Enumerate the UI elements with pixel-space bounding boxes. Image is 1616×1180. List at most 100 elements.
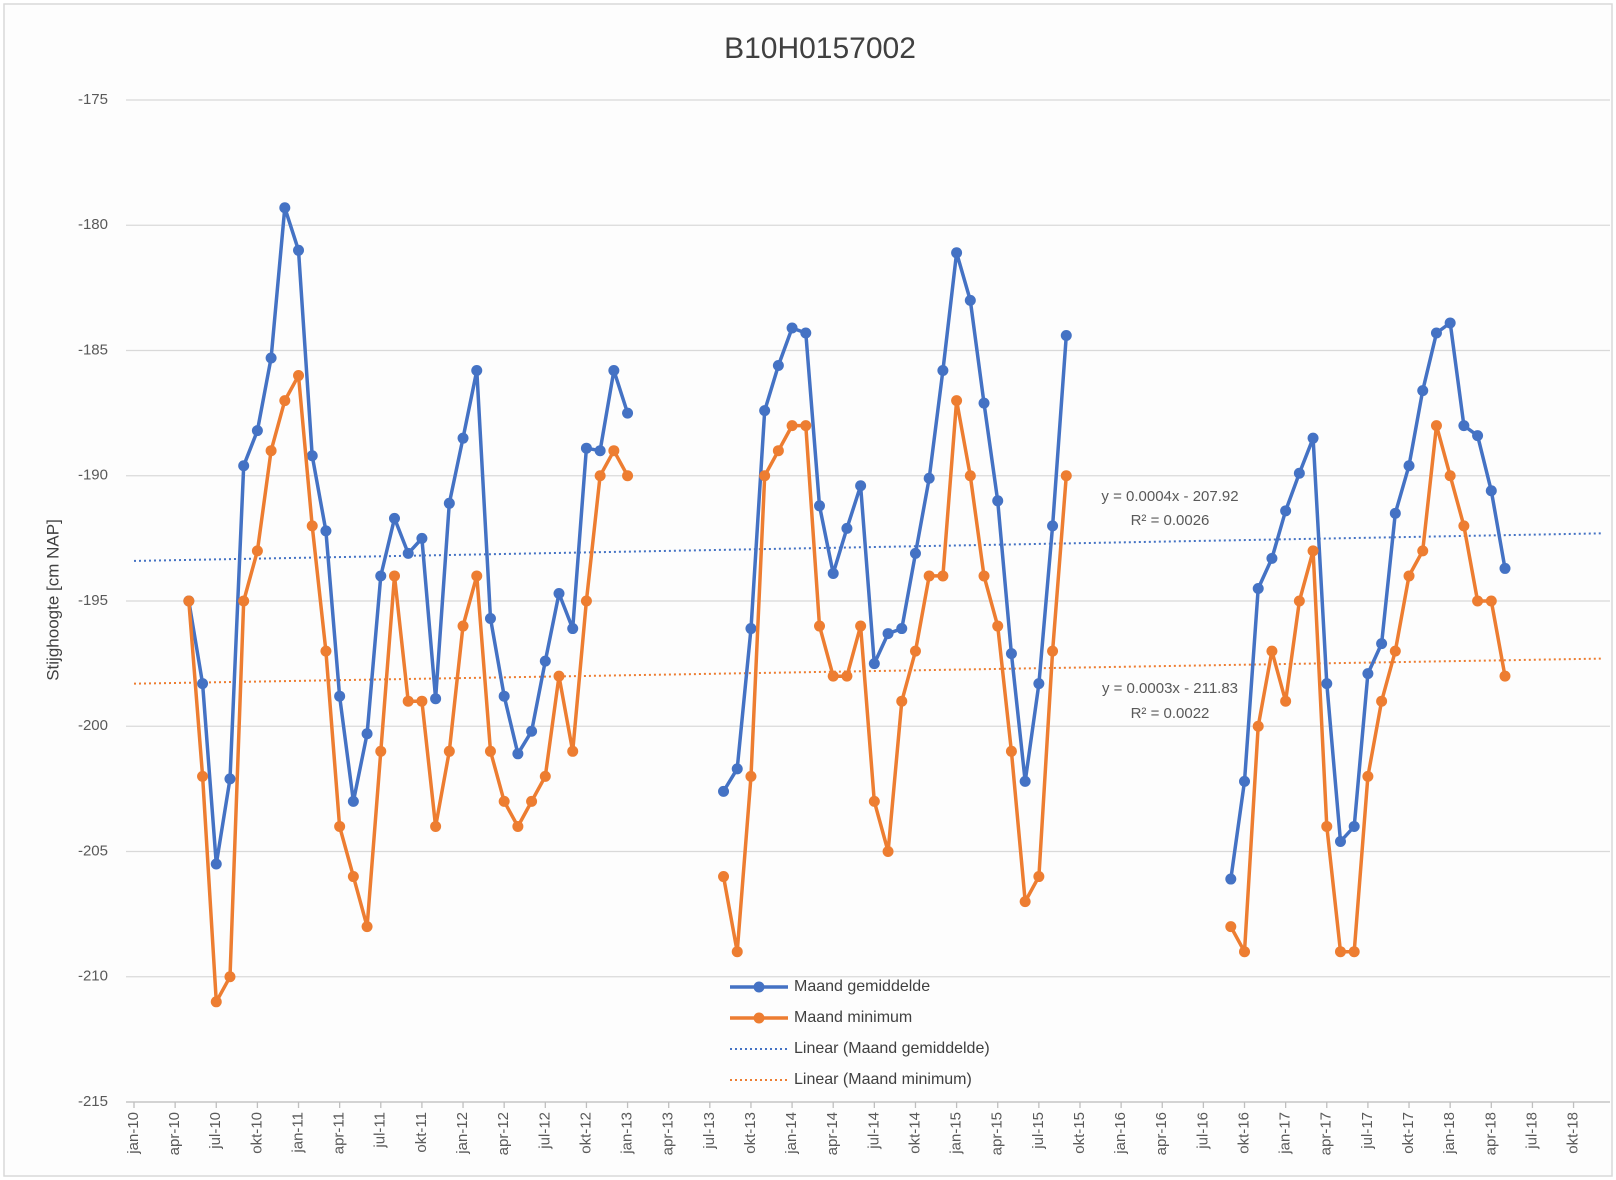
- data-point: [786, 322, 798, 334]
- data-point: [1403, 570, 1415, 582]
- data-point: [1389, 645, 1401, 657]
- data-point: [484, 613, 496, 625]
- y-tick-label: -215: [78, 1093, 108, 1110]
- data-point: [375, 570, 387, 582]
- x-tick-label: apr-15: [989, 1112, 1006, 1155]
- chart-area: [3, 3, 1613, 1177]
- data-point: [841, 670, 853, 682]
- data-point: [594, 445, 606, 457]
- data-point: [1307, 545, 1319, 557]
- data-point: [580, 442, 592, 454]
- data-point: [1252, 582, 1264, 594]
- data-point: [1005, 745, 1017, 757]
- legend-label: Maand gemiddelde: [794, 978, 930, 995]
- data-point: [567, 623, 579, 635]
- data-point: [827, 670, 839, 682]
- data-point: [923, 472, 935, 484]
- x-tick-label: jan-15: [948, 1112, 965, 1155]
- data-point: [1321, 820, 1333, 832]
- x-tick-label: okt-12: [577, 1112, 594, 1154]
- data-point: [553, 587, 565, 599]
- data-point: [416, 532, 428, 544]
- data-point: [827, 567, 839, 579]
- data-point: [978, 397, 990, 409]
- data-point: [772, 360, 784, 372]
- data-point: [855, 480, 867, 492]
- data-point: [1280, 695, 1292, 707]
- chart-title: B10H0157002: [724, 32, 916, 65]
- data-point: [1458, 420, 1470, 432]
- x-tick-label: jul-10: [207, 1112, 224, 1150]
- data-point: [197, 678, 209, 690]
- data-point: [731, 763, 743, 775]
- data-point: [1485, 485, 1497, 497]
- x-tick-label: okt-16: [1235, 1112, 1252, 1154]
- data-point: [951, 395, 963, 407]
- data-point: [347, 795, 359, 807]
- x-tick-label: apr-10: [166, 1112, 183, 1155]
- data-point: [608, 365, 620, 377]
- data-point: [238, 595, 250, 607]
- data-point: [265, 445, 277, 457]
- data-point: [718, 871, 730, 883]
- legend-marker: [753, 1012, 765, 1024]
- data-point: [457, 432, 469, 444]
- data-point: [923, 570, 935, 582]
- data-point: [868, 658, 880, 670]
- data-point: [567, 745, 579, 757]
- data-point: [1348, 946, 1360, 958]
- data-point: [512, 748, 524, 760]
- data-point: [937, 570, 949, 582]
- data-point: [1348, 820, 1360, 832]
- x-tick-label: jan-14: [783, 1112, 800, 1155]
- x-tick-label: apr-11: [331, 1112, 348, 1154]
- data-point: [320, 645, 332, 657]
- data-point: [580, 595, 592, 607]
- data-point: [1225, 921, 1237, 933]
- data-point: [1499, 562, 1511, 574]
- data-point: [896, 695, 908, 707]
- data-point: [868, 795, 880, 807]
- data-point: [539, 655, 551, 667]
- x-tick-label: apr-14: [824, 1112, 841, 1155]
- data-point: [1430, 420, 1442, 432]
- y-tick-label: -195: [78, 592, 108, 609]
- data-point: [964, 294, 976, 306]
- data-point: [306, 520, 318, 532]
- data-point: [1389, 507, 1401, 519]
- x-tick-label: jul-17: [1359, 1112, 1376, 1150]
- data-point: [1060, 329, 1072, 341]
- data-point: [1033, 871, 1045, 883]
- data-point: [1376, 695, 1388, 707]
- data-point: [210, 996, 222, 1008]
- x-tick-label: jan-10: [125, 1112, 142, 1155]
- data-point: [1417, 385, 1429, 397]
- x-tick-label: jan-12: [454, 1112, 471, 1155]
- data-point: [402, 547, 414, 559]
- y-axis-title: Stijghoogte [cm NAP]: [43, 519, 62, 681]
- data-point: [457, 620, 469, 632]
- data-point: [909, 645, 921, 657]
- x-tick-label: okt-10: [248, 1112, 265, 1154]
- data-point: [1485, 595, 1497, 607]
- data-point: [279, 395, 291, 407]
- legend-label: Linear (Maand gemiddelde): [794, 1040, 990, 1057]
- data-point: [1321, 678, 1333, 690]
- data-point: [1239, 946, 1251, 958]
- data-point: [484, 745, 496, 757]
- data-point: [224, 773, 236, 785]
- data-point: [855, 620, 867, 632]
- data-point: [279, 202, 291, 214]
- data-point: [1019, 775, 1031, 787]
- trend-equation: y = 0.0004x - 207.92: [1101, 488, 1238, 505]
- y-tick-label: -180: [78, 216, 108, 233]
- data-point: [430, 693, 442, 705]
- data-point: [402, 695, 414, 707]
- data-point: [1362, 770, 1374, 782]
- data-point: [1047, 645, 1059, 657]
- data-point: [498, 795, 510, 807]
- data-point: [841, 522, 853, 534]
- trend-r2: R² = 0.0022: [1131, 705, 1210, 722]
- x-tick-label: jul-12: [536, 1112, 553, 1150]
